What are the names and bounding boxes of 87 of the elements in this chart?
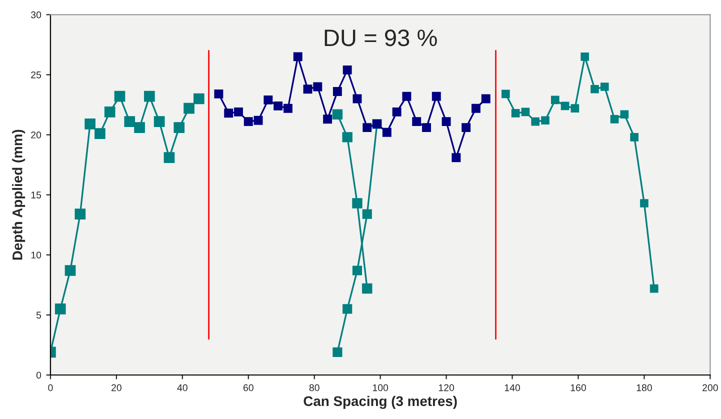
point	[560, 102, 570, 110]
point	[224, 108, 234, 118]
point	[164, 152, 175, 164]
point	[531, 117, 540, 126]
point	[650, 284, 658, 293]
point	[332, 87, 342, 96]
x-tick-label: 20	[112, 384, 122, 392]
point	[600, 82, 609, 91]
point	[432, 92, 441, 101]
point	[234, 107, 243, 116]
point	[332, 347, 342, 357]
point	[422, 123, 431, 132]
x-tick-label: 80	[309, 384, 320, 392]
point	[283, 104, 292, 113]
point	[254, 116, 263, 125]
point	[64, 265, 76, 276]
point	[462, 123, 471, 132]
point	[630, 133, 638, 142]
point	[174, 122, 185, 133]
point	[382, 128, 392, 137]
point	[134, 122, 145, 133]
y-tick-label: 0	[36, 372, 42, 379]
point	[412, 117, 422, 126]
point	[154, 116, 165, 127]
point	[114, 90, 126, 102]
point	[323, 114, 332, 124]
x-tick-label: 40	[177, 384, 188, 392]
x-tick-label: 200	[702, 384, 718, 392]
point	[184, 102, 194, 114]
x-tick-label: 120	[438, 384, 454, 392]
point	[521, 108, 530, 116]
y-tick-label: 15	[31, 192, 42, 198]
x-tick-label: 100	[372, 384, 388, 392]
point	[342, 304, 352, 314]
point	[332, 109, 343, 120]
x-tick-label: 140	[504, 384, 520, 392]
y-tick-label: 5	[36, 312, 42, 319]
x-tick-label: 160	[570, 384, 586, 392]
point	[303, 84, 312, 94]
y-tick-label: 10	[31, 252, 42, 259]
y-tick-label: 25	[31, 71, 42, 78]
x-tick-label: 60	[243, 384, 254, 392]
point	[264, 95, 273, 104]
y-tick-label: 30	[31, 11, 42, 18]
point	[481, 94, 490, 104]
point	[274, 101, 283, 110]
point	[54, 304, 66, 314]
point	[550, 96, 560, 104]
point	[342, 132, 352, 142]
point	[570, 104, 580, 113]
point	[620, 110, 629, 119]
point	[244, 117, 253, 126]
point	[541, 116, 550, 125]
x-tick-label: 180	[636, 384, 652, 392]
point	[640, 199, 648, 208]
point	[124, 116, 136, 127]
x-axis-title: Can Spacing (3 metres)	[304, 396, 457, 409]
point	[362, 209, 372, 219]
point	[94, 128, 106, 139]
point	[313, 82, 322, 92]
point	[352, 266, 362, 276]
y-tick-label: 20	[31, 132, 42, 138]
point	[580, 52, 590, 61]
point	[452, 153, 461, 162]
point	[214, 89, 224, 98]
x-tick-label: 0	[48, 384, 53, 392]
point	[610, 114, 619, 124]
point	[342, 65, 352, 74]
point	[402, 92, 412, 101]
point	[352, 198, 362, 208]
point	[193, 93, 204, 104]
point	[362, 123, 372, 132]
y-axis-title: Depth Applied (mm)	[12, 130, 26, 260]
chart-title: DU = 93 %	[324, 30, 437, 46]
point	[472, 104, 480, 113]
point	[293, 52, 302, 62]
point	[362, 283, 372, 294]
point	[511, 108, 520, 118]
point	[144, 90, 155, 102]
point	[352, 94, 362, 104]
point	[104, 106, 116, 118]
point	[502, 90, 510, 98]
point	[590, 84, 599, 94]
point	[392, 107, 402, 116]
point	[84, 118, 96, 130]
point	[442, 117, 451, 126]
point	[74, 208, 86, 220]
